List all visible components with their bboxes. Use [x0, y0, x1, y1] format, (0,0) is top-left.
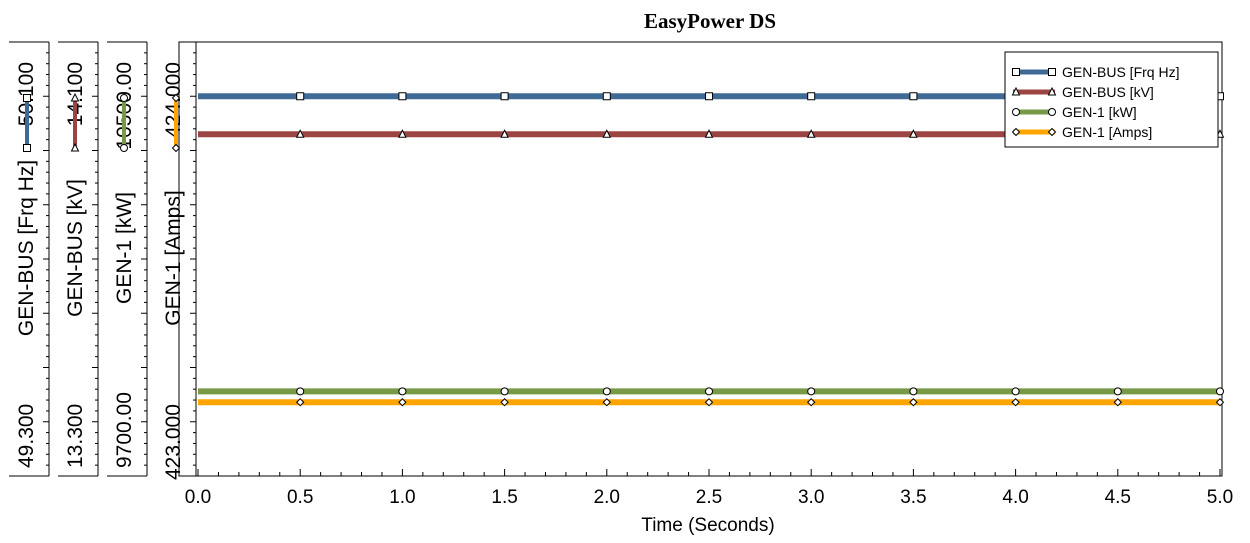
- data-point: [500, 398, 509, 407]
- y-axis-title: GEN-BUS [Frq Hz]: [15, 160, 38, 336]
- data-point: [704, 129, 714, 138]
- data-point: [909, 92, 918, 101]
- legend-label: GEN-1 [Amps]: [1062, 124, 1152, 140]
- y-axis-4: 424.000 423.000 GEN-1 [Amps]: [162, 41, 197, 480]
- data-point: [398, 387, 407, 396]
- y-axis-swatch-marker: [23, 144, 31, 152]
- y-axis-bottom-label: 49.300: [15, 404, 38, 468]
- legend-label: GEN-BUS [kV]: [1062, 84, 1154, 100]
- data-point: [704, 398, 714, 407]
- data-point: [1113, 398, 1123, 407]
- data-point: [295, 398, 305, 407]
- legend-box: [1004, 51, 1219, 148]
- y-axis-title: GEN-BUS [kV]: [64, 179, 87, 317]
- data-point: [1215, 398, 1225, 407]
- legend-marker: [1047, 127, 1057, 137]
- x-axis: 0.0 0.5 1.0 1.5 2.0 2.5 3.0 3.5 4.0 4.5 5.0: [179, 469, 1233, 508]
- data-point: [398, 398, 407, 407]
- data-point: [602, 129, 612, 138]
- y-axis-title: GEN-1 [Amps]: [162, 190, 185, 325]
- x-tick-label: 1.0: [389, 487, 415, 508]
- legend-item: GEN-1 [kW]: [1012, 104, 1137, 120]
- data-point: [500, 92, 509, 101]
- x-tick-label: 4.5: [1105, 487, 1131, 508]
- data-point: [296, 387, 305, 396]
- data-point: [909, 129, 918, 138]
- x-tick-label: 3.0: [798, 487, 824, 508]
- legend-marker: [1011, 127, 1021, 137]
- legend-marker: [1012, 68, 1020, 76]
- legend-marker: [1048, 68, 1056, 76]
- y-axis-swatch-marker: [70, 142, 80, 152]
- y-axis-swatch-marker: [120, 94, 128, 102]
- y-axis-bottom-label: 9700.00: [113, 392, 136, 468]
- data-point: [705, 387, 713, 396]
- legend-marker: [1011, 86, 1021, 96]
- legend-item: GEN-BUS [kV]: [1011, 84, 1154, 100]
- legend[interactable]: GEN-BUS [Frq Hz] GEN-BUS [kV] GEN-1 [kW] GE…: [1004, 51, 1219, 148]
- y-axis-swatch-marker: [171, 143, 181, 153]
- x-tick-label: 2.5: [696, 487, 722, 508]
- data-point: [602, 398, 612, 407]
- data-point: [705, 92, 713, 101]
- x-tick-label: 0.5: [287, 487, 313, 508]
- x-tick-label: 4.0: [1002, 487, 1028, 508]
- y-axis-bottom-label: 13.300: [64, 404, 87, 468]
- data-point: [602, 387, 611, 396]
- data-point: [398, 129, 407, 138]
- data-point: [296, 92, 305, 101]
- data-point: [1011, 398, 1020, 407]
- data-point: [807, 387, 816, 396]
- data-point: [807, 92, 816, 101]
- legend-marker: [1012, 108, 1020, 116]
- data-point: [806, 129, 816, 138]
- y-axis-swatch-marker: [120, 144, 128, 152]
- data-point: [500, 129, 509, 138]
- legend-label: GEN-1 [kW]: [1062, 104, 1137, 120]
- data-point: [295, 129, 305, 138]
- x-tick-label: 5.0: [1207, 487, 1233, 508]
- legend-item: GEN-1 [Amps]: [1011, 124, 1152, 140]
- legend-marker: [1048, 108, 1056, 116]
- y-axis-top-label: 424.000: [162, 62, 185, 138]
- data-point: [1216, 387, 1224, 396]
- chart-title: EasyPower DS: [644, 9, 776, 33]
- y-axis-swatch-marker: [171, 93, 181, 103]
- y-axis-bottom-label: 423.000: [162, 404, 185, 480]
- x-tick-label: 2.0: [594, 487, 620, 508]
- data-point: [500, 387, 509, 396]
- y-axis-swatch-marker: [23, 94, 31, 102]
- legend-item: GEN-BUS [Frq Hz]: [1012, 64, 1179, 80]
- x-tick-label: 0.0: [185, 487, 211, 508]
- y-axis-title: GEN-1 [kW]: [113, 192, 136, 304]
- x-tick-label: 3.5: [900, 487, 926, 508]
- data-point: [1011, 387, 1020, 396]
- series-4: [198, 398, 1225, 407]
- x-tick-label: 1.5: [491, 487, 517, 508]
- data-point: [806, 398, 816, 407]
- data-point: [909, 387, 918, 396]
- data-point: [602, 92, 611, 101]
- series-3: [198, 387, 1224, 396]
- y-axis-swatch-marker: [70, 92, 80, 102]
- x-axis-label: Time (Seconds): [641, 515, 774, 536]
- legend-marker: [1047, 86, 1057, 96]
- data-point: [398, 92, 407, 101]
- legend-label: GEN-BUS [Frq Hz]: [1062, 64, 1179, 80]
- data-point: [909, 398, 918, 407]
- data-point: [1113, 387, 1122, 396]
